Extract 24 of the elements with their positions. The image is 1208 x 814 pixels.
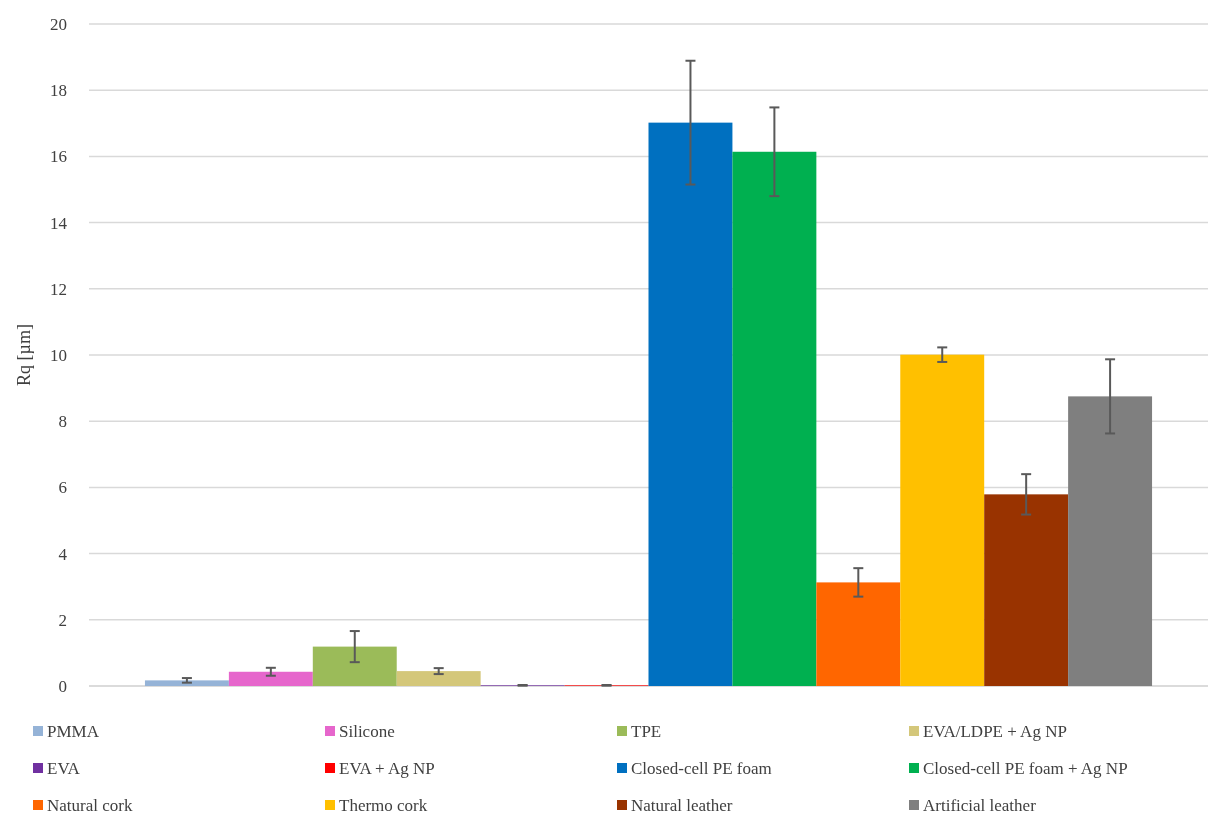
legend-label: TPE <box>631 721 662 741</box>
legend-label: Closed-cell PE foam + Ag NP <box>923 758 1128 778</box>
y-tick-label: 10 <box>50 345 67 365</box>
legend-label: Closed-cell PE foam <box>631 758 772 778</box>
legend-label: Silicone <box>339 721 395 741</box>
y-tick-label: 14 <box>50 213 68 233</box>
y-tick-label: 20 <box>50 14 67 34</box>
legend-label: EVA + Ag NP <box>339 758 435 778</box>
y-tick-label: 16 <box>50 147 67 167</box>
legend-label: PMMA <box>47 721 100 741</box>
y-tick-label: 8 <box>58 412 67 432</box>
y-tick-label: 2 <box>58 610 67 630</box>
y-tick-label: 12 <box>50 279 67 299</box>
y-tick-label: 4 <box>58 544 68 564</box>
legend-label: Thermo cork <box>339 795 428 814</box>
y-tick-label: 6 <box>58 478 67 498</box>
y-axis-title: Rq [µm] <box>14 324 34 386</box>
legend-label: Artificial leather <box>923 795 1037 814</box>
legend-label: EVA/LDPE + Ag NP <box>923 721 1067 741</box>
y-tick-label: 0 <box>58 676 67 696</box>
legend-label: Natural leather <box>631 795 733 814</box>
y-tick-label: 18 <box>50 81 67 101</box>
legend-label: EVA <box>47 758 81 778</box>
legend-label: Natural cork <box>47 795 133 814</box>
